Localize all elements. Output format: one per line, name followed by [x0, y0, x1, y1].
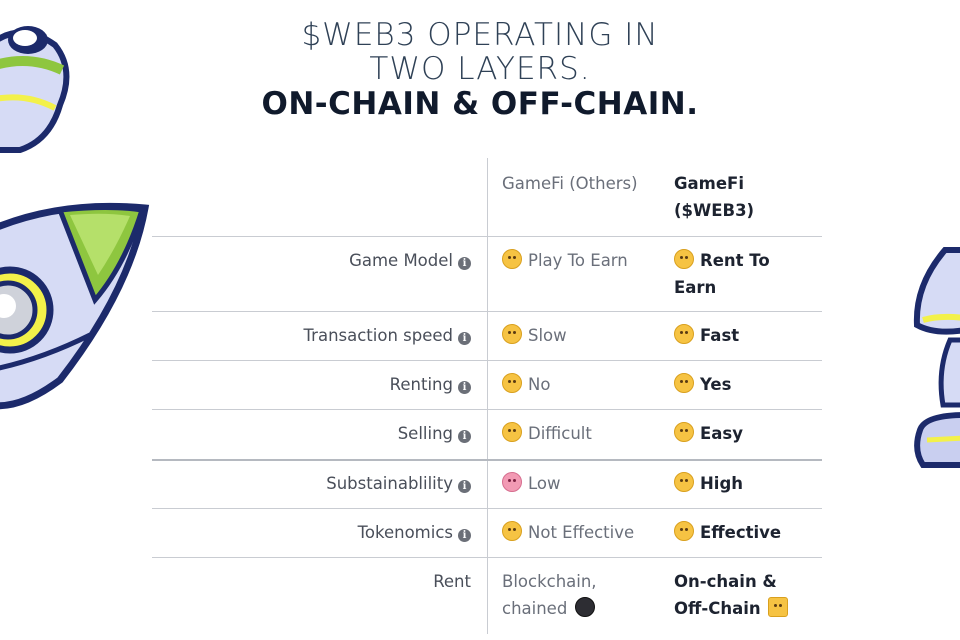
winking-face-icon	[674, 324, 694, 344]
table-row: Selling i Difficult Easy	[152, 409, 822, 460]
others-value: Play To Earn	[502, 247, 652, 274]
others-value: Blockchain, chained	[502, 572, 597, 618]
table-row: Rent Blockchain, chained On-chain & Off-…	[152, 557, 822, 638]
header-gamefi-web3: GameFi ($WEB3)	[674, 174, 755, 220]
row-label: Game Model i	[349, 247, 471, 274]
others-value: Not Effective	[502, 519, 652, 546]
table-row: Substainablility i Low High	[152, 459, 822, 510]
row-label: Tokenomics i	[358, 519, 471, 546]
table-header-row: GameFi (Others) GameFi ($WEB3)	[152, 158, 822, 236]
flushed-face-icon	[502, 472, 522, 492]
title-line-3: ON-CHAIN & OFF-CHAIN.	[261, 86, 699, 122]
sleeping-face-icon	[502, 324, 522, 344]
info-icon[interactable]: i	[458, 430, 471, 443]
column-divider	[487, 158, 488, 634]
web3-value: High	[674, 470, 814, 497]
info-icon[interactable]: i	[458, 529, 471, 542]
info-icon[interactable]: i	[458, 257, 471, 270]
info-icon[interactable]: i	[458, 381, 471, 394]
row-label: Renting i	[390, 371, 471, 398]
row-label: Rent	[433, 572, 471, 591]
web3-value: Effective	[674, 519, 814, 546]
web3-value: Rent To Earn	[674, 249, 770, 297]
header-gamefi-others: GameFi (Others)	[502, 174, 638, 193]
row-label: Selling i	[398, 420, 471, 447]
info-icon[interactable]: i	[458, 480, 471, 493]
bomb-icon	[574, 597, 595, 617]
web3-value: Easy	[674, 420, 814, 447]
others-value: Low	[502, 470, 652, 497]
dizzy-face-icon	[502, 521, 522, 541]
persevering-face-icon	[502, 422, 522, 442]
surprised-face-icon	[502, 373, 522, 393]
rocket-illustration	[0, 202, 150, 410]
info-icon[interactable]: i	[458, 332, 471, 345]
grinning-face-icon	[674, 249, 694, 269]
robot-arm-illustration	[913, 247, 960, 468]
table-row: Renting i No Yes	[152, 360, 822, 410]
row-label: Transaction speed i	[304, 322, 471, 349]
title-line-2: TWO LAYERS.	[369, 51, 591, 87]
table-row: Game Model i Play To Earn Rent To Earn	[152, 236, 822, 312]
others-value: No	[502, 371, 652, 398]
sneaker-illustration	[0, 26, 70, 153]
smiling-face-icon	[674, 422, 694, 442]
sunglasses-face-icon	[674, 373, 694, 393]
web3-value: Yes	[674, 371, 814, 398]
kissing-face-icon	[674, 472, 694, 492]
table-row: Tokenomics i Not Effective Effective	[152, 508, 822, 558]
table-row: Transaction speed i Slow Fast	[152, 311, 822, 361]
row-label: Substainablility i	[326, 470, 471, 497]
web3-value: On-chain & Off-Chain	[674, 568, 814, 622]
party-popper-icon	[768, 597, 789, 617]
relieved-face-icon	[502, 249, 522, 269]
party-face-icon	[674, 521, 694, 541]
others-value: Slow	[502, 322, 652, 349]
web3-value: Fast	[674, 322, 814, 349]
title-line-1: $WEB3 OPERATING IN	[301, 17, 659, 53]
others-value: Difficult	[502, 420, 652, 447]
